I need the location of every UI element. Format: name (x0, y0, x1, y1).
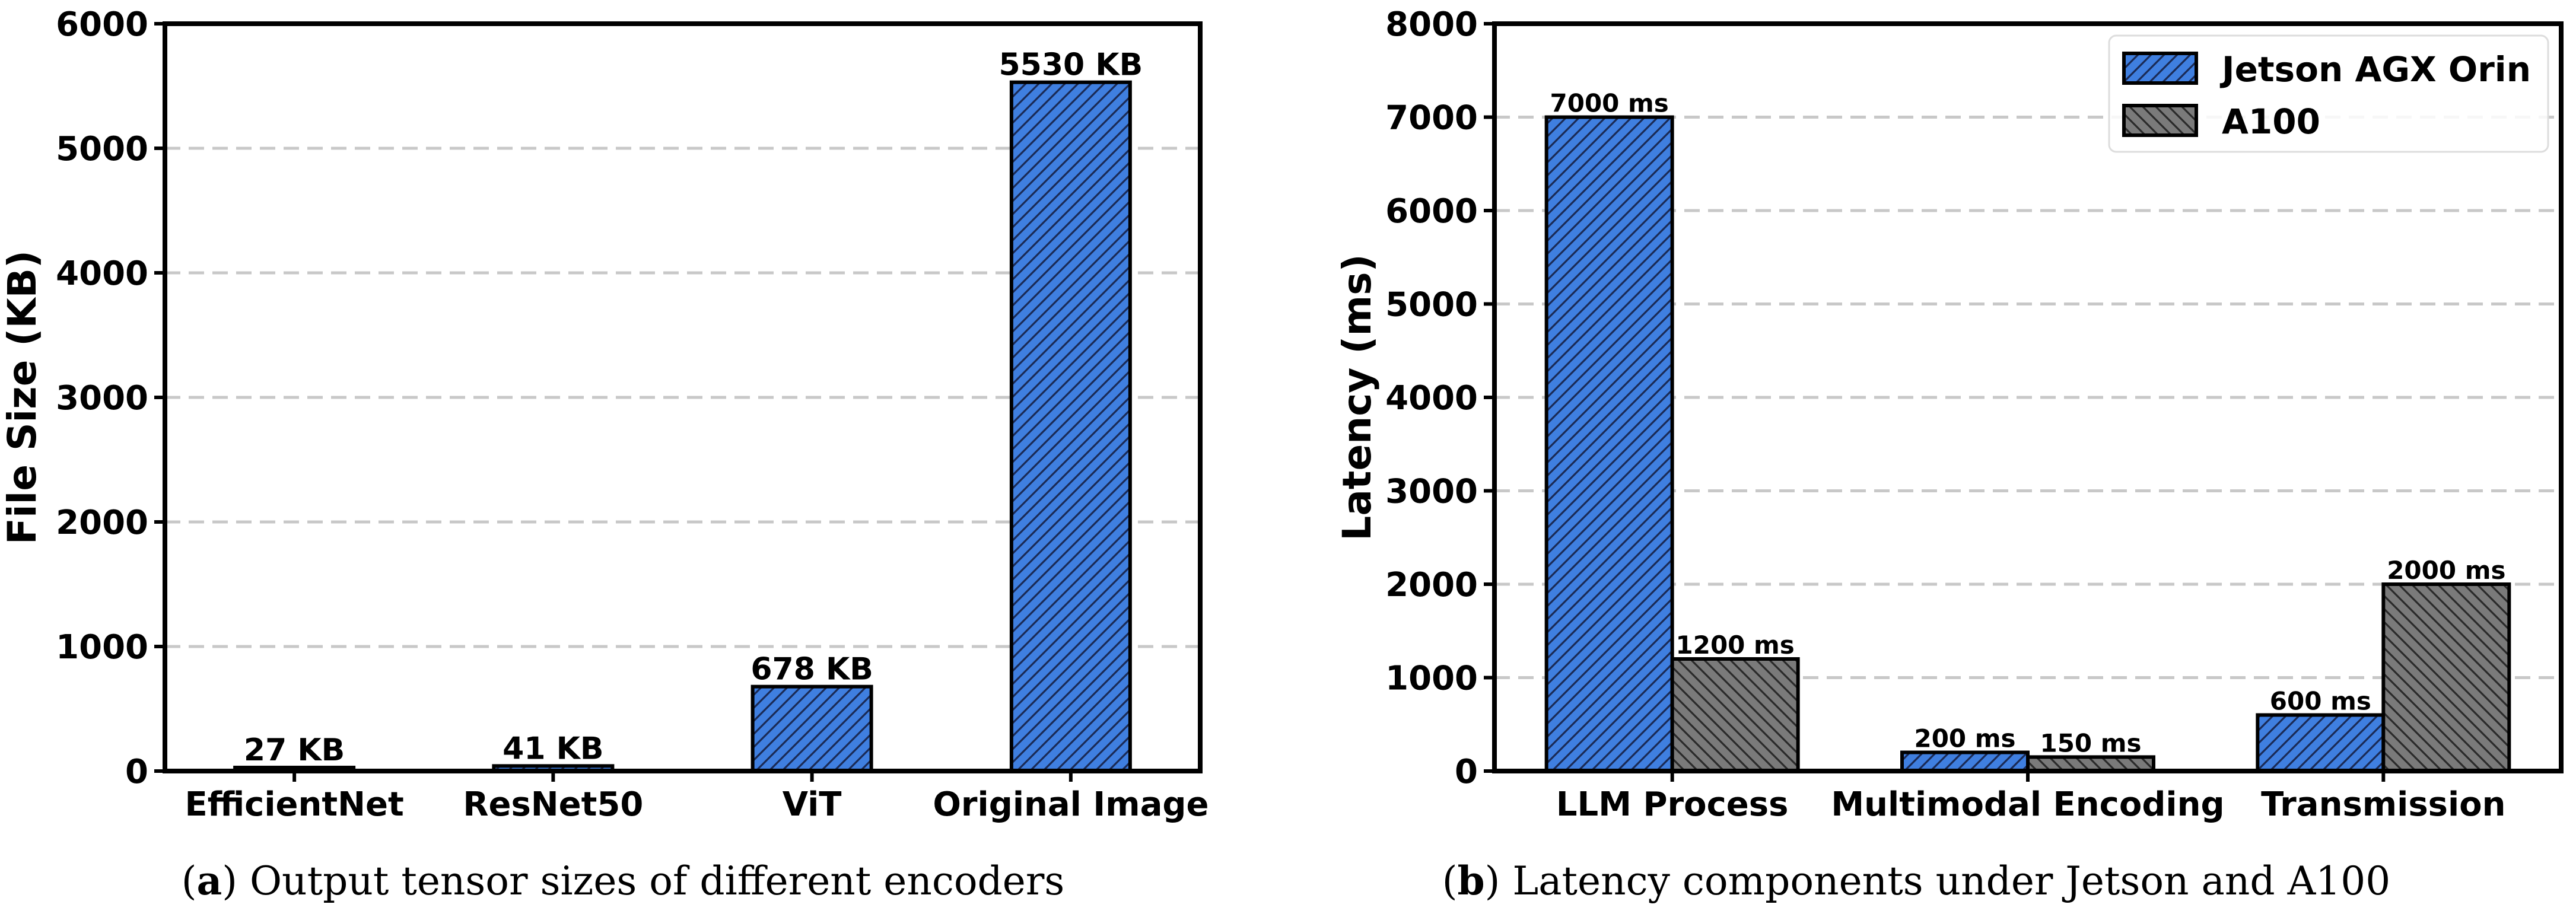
y-tick-label: 6000 (56, 5, 148, 44)
data-labels: 27 KB 41 KB 678 KB 5530 KB (244, 47, 1143, 768)
caption-a: (a) Output tensor sizes of different enc… (182, 858, 1065, 904)
y-tick-label: 3000 (56, 379, 148, 418)
y-tick-label: 6000 (1385, 192, 1478, 231)
x-ticks: EfficientNet ResNet50 ViT Original Image (185, 771, 1209, 824)
y-axis-label: Latency (ms) (1334, 254, 1380, 540)
bar-hatch (1009, 80, 1132, 773)
caption-text: Latency components under Jetson and A100 (1512, 858, 2390, 904)
x-tick-label: Original Image (933, 785, 1209, 824)
y-tick-label: 3000 (1385, 473, 1478, 511)
y-tick-label: 7000 (1385, 99, 1478, 138)
y-ticks: 0 1000 2000 3000 4000 5000 6000 7000 8000 (1385, 5, 1494, 791)
bar-hatch (1544, 115, 1674, 773)
y-tick-label: 2000 (56, 504, 148, 542)
bars (233, 80, 1132, 773)
y-tick-label: 0 (1455, 753, 1478, 791)
legend-box (2108, 34, 2549, 153)
y-tick-label: 5000 (1385, 286, 1478, 324)
data-label: 27 KB (244, 733, 345, 768)
x-tick-label: ViT (783, 785, 842, 824)
data-label: 678 KB (750, 652, 873, 687)
data-label: 5530 KB (998, 47, 1143, 83)
x-tick-label: ResNet50 (463, 785, 643, 824)
legend-label-jetson: Jetson AGX Orin (2219, 49, 2531, 90)
data-label: 2000 ms (2387, 556, 2505, 585)
legend: Jetson AGX Orin A100 (2108, 34, 2549, 153)
data-label: 150 ms (2040, 728, 2141, 757)
caption-letter: b (1457, 858, 1484, 904)
x-tick-label: Multimodal Encoding (1831, 785, 2224, 824)
y-tick-label: 1000 (1385, 660, 1478, 698)
x-ticks: LLM Process Multimodal Encoding Transmissi… (1556, 771, 2506, 824)
bar-hatch (750, 684, 873, 773)
bar-hatch (2256, 713, 2386, 773)
y-tick-label: 2000 (1385, 566, 1478, 604)
x-tick-label: EfficientNet (185, 785, 403, 824)
y-tick-label: 4000 (1385, 379, 1478, 418)
caption-text: Output tensor sizes of different encoder… (250, 858, 1064, 904)
data-label: 7000 ms (1550, 89, 1669, 118)
x-tick-label: LLM Process (1556, 785, 1789, 824)
bar-hatch (2381, 582, 2511, 773)
y-tick-label: 8000 (1385, 5, 1478, 44)
bars (1544, 115, 2511, 773)
legend-label-a100: A100 (2222, 101, 2320, 142)
caption-letter: a (196, 858, 222, 904)
legend-swatch-a100-hatch (2122, 104, 2198, 137)
caption-b: (b) Latency components under Jetson and … (1442, 858, 2391, 904)
data-label: 200 ms (1914, 724, 2015, 753)
y-ticks: 0 1000 2000 3000 4000 5000 6000 (56, 5, 165, 791)
y-tick-label: 5000 (56, 130, 148, 168)
data-label: 41 KB (503, 731, 603, 766)
data-label: 1200 ms (1676, 630, 1795, 660)
legend-swatch-jetson-hatch (2122, 52, 2198, 85)
data-labels: 7000 ms 1200 ms 200 ms 150 ms 600 ms 2000 ms (1550, 89, 2506, 758)
y-axis-label: File Size (KB) (0, 250, 45, 544)
bar-hatch (1900, 750, 2030, 773)
bar-hatch (1670, 657, 1800, 773)
chart-a: 27 KB 41 KB 678 KB 5530 KB 0 1000 2000 3000 400… (0, 5, 1209, 904)
x-tick-label: Transmission (2261, 785, 2505, 824)
y-tick-label: 0 (125, 753, 148, 791)
y-tick-label: 4000 (56, 254, 148, 293)
data-label: 600 ms (2270, 687, 2371, 716)
y-tick-label: 1000 (56, 628, 148, 667)
